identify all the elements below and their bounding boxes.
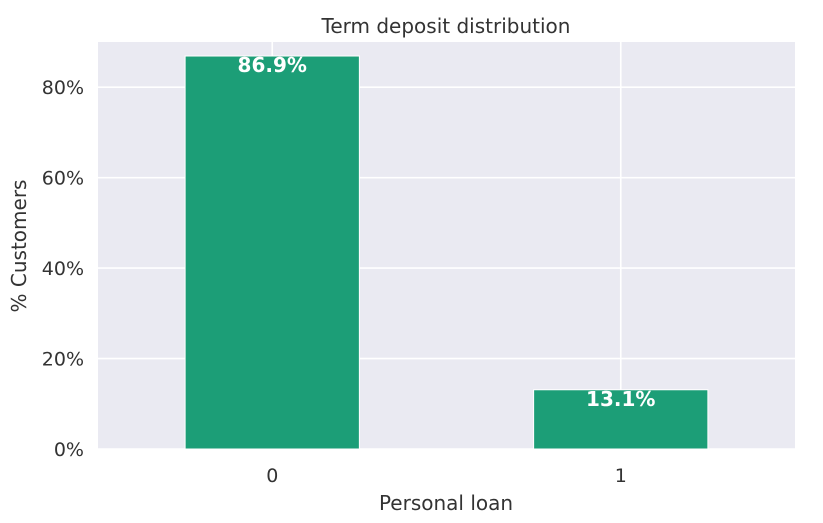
x-tick-label: 1 (615, 465, 627, 487)
x-axis-label: Personal loan (379, 491, 513, 515)
y-tick-label: 60% (42, 168, 84, 190)
bars (184, 55, 709, 450)
bar-data-label: 13.1% (586, 387, 655, 411)
y-tick-labels: 0% 20% 40% 60% 80% (42, 77, 84, 461)
y-tick-label: 40% (42, 258, 84, 280)
y-tick-label: 20% (42, 349, 84, 371)
chart-title: Term deposit distribution (321, 14, 571, 38)
bar-data-labels: 86.9% 13.1% (238, 53, 656, 411)
bar-1 (533, 389, 709, 450)
bar-0 (184, 55, 360, 450)
x-tick-label: 0 (266, 465, 278, 487)
bar-data-label: 86.9% (238, 53, 307, 77)
y-tick-label: 80% (42, 77, 84, 99)
y-tick-label: 0% (54, 439, 84, 461)
y-axis-label: % Customers (7, 180, 31, 313)
